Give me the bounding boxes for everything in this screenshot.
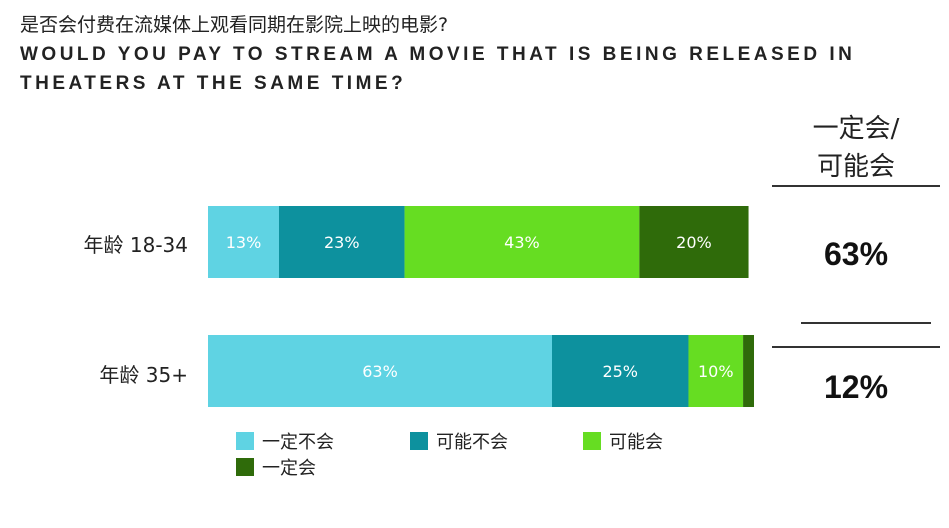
bar-segment-row0-series2	[404, 206, 640, 278]
bar-segment-row1-series1	[551, 335, 689, 407]
legend-swatch-probably-yes	[583, 432, 601, 450]
bar-segment-row1-series2	[688, 335, 744, 407]
summary-rule-mid	[801, 322, 931, 324]
bar-label-row0-series2: 43%	[504, 233, 540, 252]
summary-value-35-plus: 12%	[823, 369, 889, 405]
legend-item-definitely-yes: 一定会	[236, 454, 316, 480]
bar-label-row1-series0: 63%	[362, 362, 398, 381]
row-label-35-plus: 年龄 35+	[99, 363, 188, 387]
bar-segment-row1-series0	[208, 335, 552, 407]
summary-value-18-34: 63%	[823, 236, 889, 272]
bar-label-row0-series3: 20%	[676, 233, 712, 252]
bar-label-row0-series1: 23%	[324, 233, 360, 252]
summary-header-line2: 可能会	[816, 152, 895, 182]
bar-segment-row0-series1	[278, 206, 405, 278]
chart-title-english: WOULD YOU PAY TO STREAM A MOVIE THAT IS …	[20, 44, 856, 94]
legend-swatch-probably-not	[410, 432, 428, 450]
summary-header-line1: 一定会/	[812, 114, 900, 144]
bar-label-row1-series1: 25%	[602, 362, 638, 381]
bar-label-row0-series0: 13%	[226, 233, 262, 252]
chart-title-chinese: 是否会付费在流媒体上观看同期在影院上映的电影?	[20, 14, 449, 36]
legend-item-probably-yes: 可能会	[583, 428, 663, 454]
summary-rule-top	[772, 185, 940, 187]
legend-label-definitely-yes: 一定会	[262, 458, 316, 479]
bar-segment-row0-series3	[639, 206, 749, 278]
summary-header: 一定会/ 可能会	[772, 110, 940, 186]
legend-label-probably-yes: 可能会	[609, 432, 663, 453]
legend-label-definitely-not: 一定不会	[262, 432, 334, 453]
legend-item-probably-not: 可能不会	[410, 428, 508, 454]
bar-segment-row1-series3	[743, 335, 754, 407]
legend-swatch-definitely-not	[236, 432, 254, 450]
bar-label-row1-series2: 10%	[698, 362, 734, 381]
bar-segment-row0-series0	[208, 206, 279, 278]
legend-label-probably-not: 可能不会	[436, 432, 508, 453]
legend-swatch-definitely-yes	[236, 458, 254, 476]
legend-item-definitely-not: 一定不会	[236, 428, 334, 454]
summary-rule-lower	[772, 346, 940, 348]
row-label-18-34: 年龄 18-34	[83, 233, 188, 257]
